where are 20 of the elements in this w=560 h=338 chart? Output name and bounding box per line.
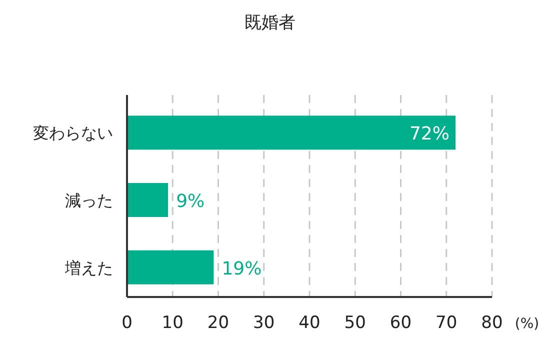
y-tick-label: 変わらない <box>33 124 113 143</box>
x-axis-title: (%) <box>514 316 540 332</box>
data-label: 72% <box>409 124 450 145</box>
bar <box>127 116 456 150</box>
bar <box>127 250 214 284</box>
x-tick-label: 60 <box>390 313 412 333</box>
y-tick-label: 増えた <box>64 258 113 278</box>
x-tick-label: 40 <box>298 313 320 333</box>
x-tick-label: 50 <box>344 313 366 333</box>
x-tick-label: 20 <box>207 313 230 333</box>
data-label: 9% <box>176 191 205 212</box>
x-tick-label: 10 <box>162 313 184 333</box>
x-tick-label: 70 <box>436 313 458 333</box>
x-tick-label: 80 <box>481 313 503 333</box>
chart-title: 既婚者 <box>244 13 296 33</box>
x-tick-label: 0 <box>122 313 132 333</box>
x-tick-label: 30 <box>253 313 275 333</box>
y-tick-label: 減った <box>65 191 113 210</box>
data-label: 19% <box>222 258 262 280</box>
bar <box>127 183 168 217</box>
